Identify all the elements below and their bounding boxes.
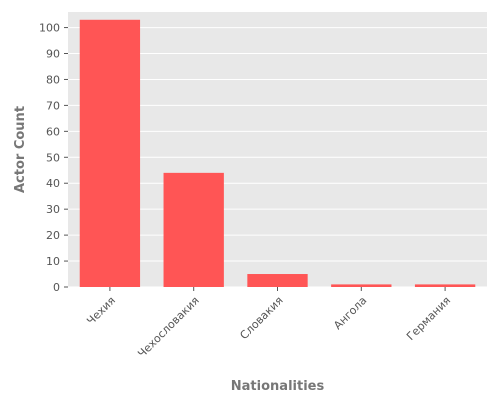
x-axis-title: Nationalities: [231, 379, 325, 394]
y-axis-ticks: 0 10 20 30 40 50 60 70 80 90 100: [39, 22, 68, 294]
y-tick-label: 100: [39, 22, 60, 35]
y-tick-label: 90: [46, 48, 60, 61]
x-tick-label: Чехословакия: [135, 294, 201, 360]
x-tick-label: Чехия: [84, 294, 118, 328]
y-tick-label: 10: [46, 255, 60, 268]
y-tick-label: 30: [46, 203, 60, 216]
y-tick-label: 60: [46, 125, 60, 138]
bar: [163, 172, 224, 287]
bar: [414, 284, 476, 287]
bar: [79, 19, 141, 287]
x-tick-label: Германия: [404, 294, 453, 343]
x-tick-label: Ангола: [331, 294, 369, 332]
y-tick-label: 20: [46, 229, 60, 242]
y-tick-label: 80: [46, 73, 60, 86]
bar: [247, 274, 308, 287]
bar: [331, 284, 392, 287]
y-tick-label: 70: [46, 99, 60, 112]
y-tick-label: 40: [46, 177, 60, 190]
bars: [79, 19, 476, 287]
x-axis-ticks: Чехия Чехословакия Словакия Ангола Германия: [84, 287, 453, 360]
x-tick-label: Словакия: [237, 294, 285, 342]
y-tick-label: 50: [46, 151, 60, 164]
y-tick-label: 0: [53, 281, 60, 294]
y-axis-title: Actor Count: [13, 106, 28, 193]
